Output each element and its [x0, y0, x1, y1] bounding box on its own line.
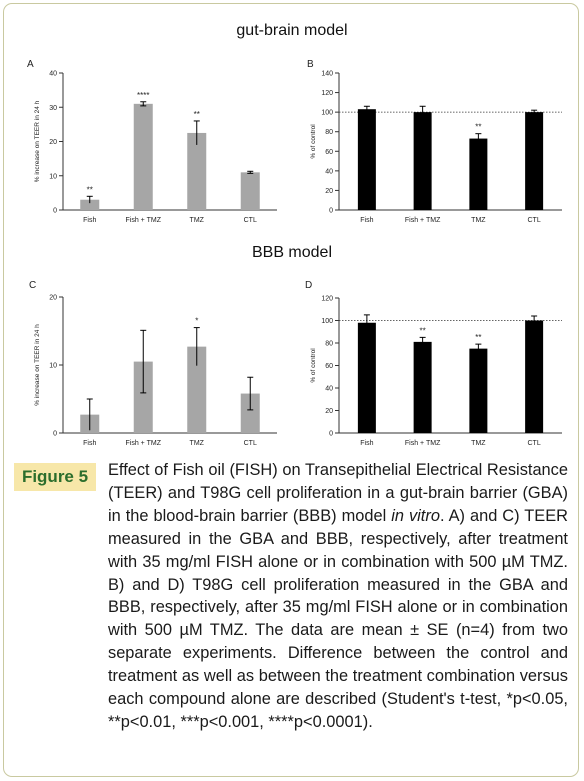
panel-a-y-tick-label: 30	[49, 105, 57, 112]
panel-b-y-tick-label: 40	[325, 168, 333, 175]
panel-c-category-label: TMZ	[190, 440, 205, 447]
panel-b-category-label: Fish + TMZ	[405, 217, 441, 224]
panel-b-y-tick-label: 120	[321, 90, 333, 97]
panel-c-category-label: Fish + TMZ	[126, 440, 162, 447]
panel-a-category-label: Fish	[83, 217, 96, 224]
panel-b-label: B	[307, 59, 314, 70]
panel-a-bar	[187, 132, 207, 210]
panel-a-significance-label: **	[194, 110, 200, 119]
panel-c-label: C	[29, 280, 36, 291]
panel-c-bar	[187, 346, 207, 433]
panel-d-category-label: Fish	[360, 440, 373, 447]
panel-a-category-label: TMZ	[190, 217, 205, 224]
panel-c-bar	[240, 393, 260, 433]
panel-b-y-tick-label: 60	[325, 149, 333, 156]
panel-c-y-tick-label: 0	[53, 431, 57, 438]
panel-a-category-label: CTL	[244, 217, 257, 224]
panel-b-y-tick-label: 0	[329, 208, 333, 215]
panel-d-significance-label: **	[475, 333, 481, 342]
panel-b-y-tick-label: 100	[321, 110, 333, 117]
panel-c-y-tick-label: 20	[49, 295, 57, 302]
panel-d-y-tick-label: 0	[329, 431, 333, 438]
figure-label: Figure 5	[14, 463, 96, 491]
panel-a-y-tick-label: 20	[49, 139, 57, 146]
panel-d-category-label: TMZ	[471, 440, 486, 447]
panel-b-category-label: TMZ	[471, 217, 486, 224]
panel-a-y-axis-label: % increase on TEER in 24 h	[34, 100, 41, 182]
caption-italic-in-vitro: in vitro	[391, 506, 440, 525]
panel-d-y-axis-label: % of control	[310, 348, 317, 383]
panel-c-y-axis-label: % increase on TEER in 24 h	[34, 324, 41, 406]
panel-b-y-tick-label: 80	[325, 129, 333, 136]
panel-b-significance-label: **	[475, 123, 481, 132]
panel-d-bar	[469, 348, 488, 433]
panel-c-bar	[133, 361, 153, 433]
panel-a-bar	[240, 172, 260, 210]
panel-a-category-label: Fish + TMZ	[126, 217, 162, 224]
bbb-section-title: BBB model	[251, 244, 333, 261]
panel-b-bar	[469, 138, 488, 210]
panel-a-bar	[133, 103, 153, 210]
panel-b-y-tick-label: 140	[321, 71, 333, 78]
panel-d-bar	[525, 320, 544, 433]
panel-b-bar	[413, 112, 432, 210]
panel-a-y-tick-label: 0	[53, 208, 57, 215]
panel-b-category-label: CTL	[528, 217, 541, 224]
panel-a-label: A	[27, 59, 34, 70]
panel-a-significance-label: **	[87, 185, 93, 194]
panel-b-bar	[525, 112, 544, 210]
panel-c-category-label: Fish	[83, 440, 96, 447]
panel-d-significance-label: **	[420, 326, 426, 335]
panel-c-significance-label: *	[195, 317, 198, 326]
panel-a-bar	[80, 199, 100, 210]
caption-text-1: Effect of Fish oil (FISH) on Transepithe…	[108, 461, 568, 525]
panel-d-label: D	[305, 280, 312, 291]
panel-d-category-label: Fish + TMZ	[405, 440, 441, 447]
figure-caption: Effect of Fish oil (FISH) on Transepithe…	[108, 459, 568, 734]
panel-a-y-tick-label: 10	[49, 173, 57, 180]
panel-d-bar	[413, 341, 432, 433]
charts-canvas: A 0 10 20 30 40 % increase on TEER in 24 h ** Fi…	[27, 59, 562, 447]
panel-a-y-tick-label: 40	[49, 71, 57, 78]
panel-d-y-tick-label: 100	[321, 318, 333, 325]
panel-d-bar	[357, 322, 376, 433]
panel-d-y-tick-label: 120	[321, 296, 333, 303]
panel-d-y-tick-label: 80	[325, 341, 333, 348]
panel-d-category-label: CTL	[528, 440, 541, 447]
panel-b-category-label: Fish	[360, 217, 373, 224]
panel-b-y-tick-label: 20	[325, 188, 333, 195]
gut-brain-section-title: gut-brain model	[236, 22, 348, 39]
panel-c-category-label: CTL	[244, 440, 257, 447]
caption-text-2: . A) and C) TEER measured in the GBA and…	[108, 506, 568, 731]
panel-a-significance-label: ****	[137, 91, 149, 100]
panel-d-y-tick-label: 60	[325, 363, 333, 370]
panel-d-y-tick-label: 40	[325, 386, 333, 393]
panel-c-y-tick-label: 10	[49, 363, 57, 370]
panel-d-y-tick-label: 20	[325, 408, 333, 415]
panel-b-bar	[357, 109, 376, 210]
panel-b-y-axis-label: % of control	[310, 124, 317, 159]
